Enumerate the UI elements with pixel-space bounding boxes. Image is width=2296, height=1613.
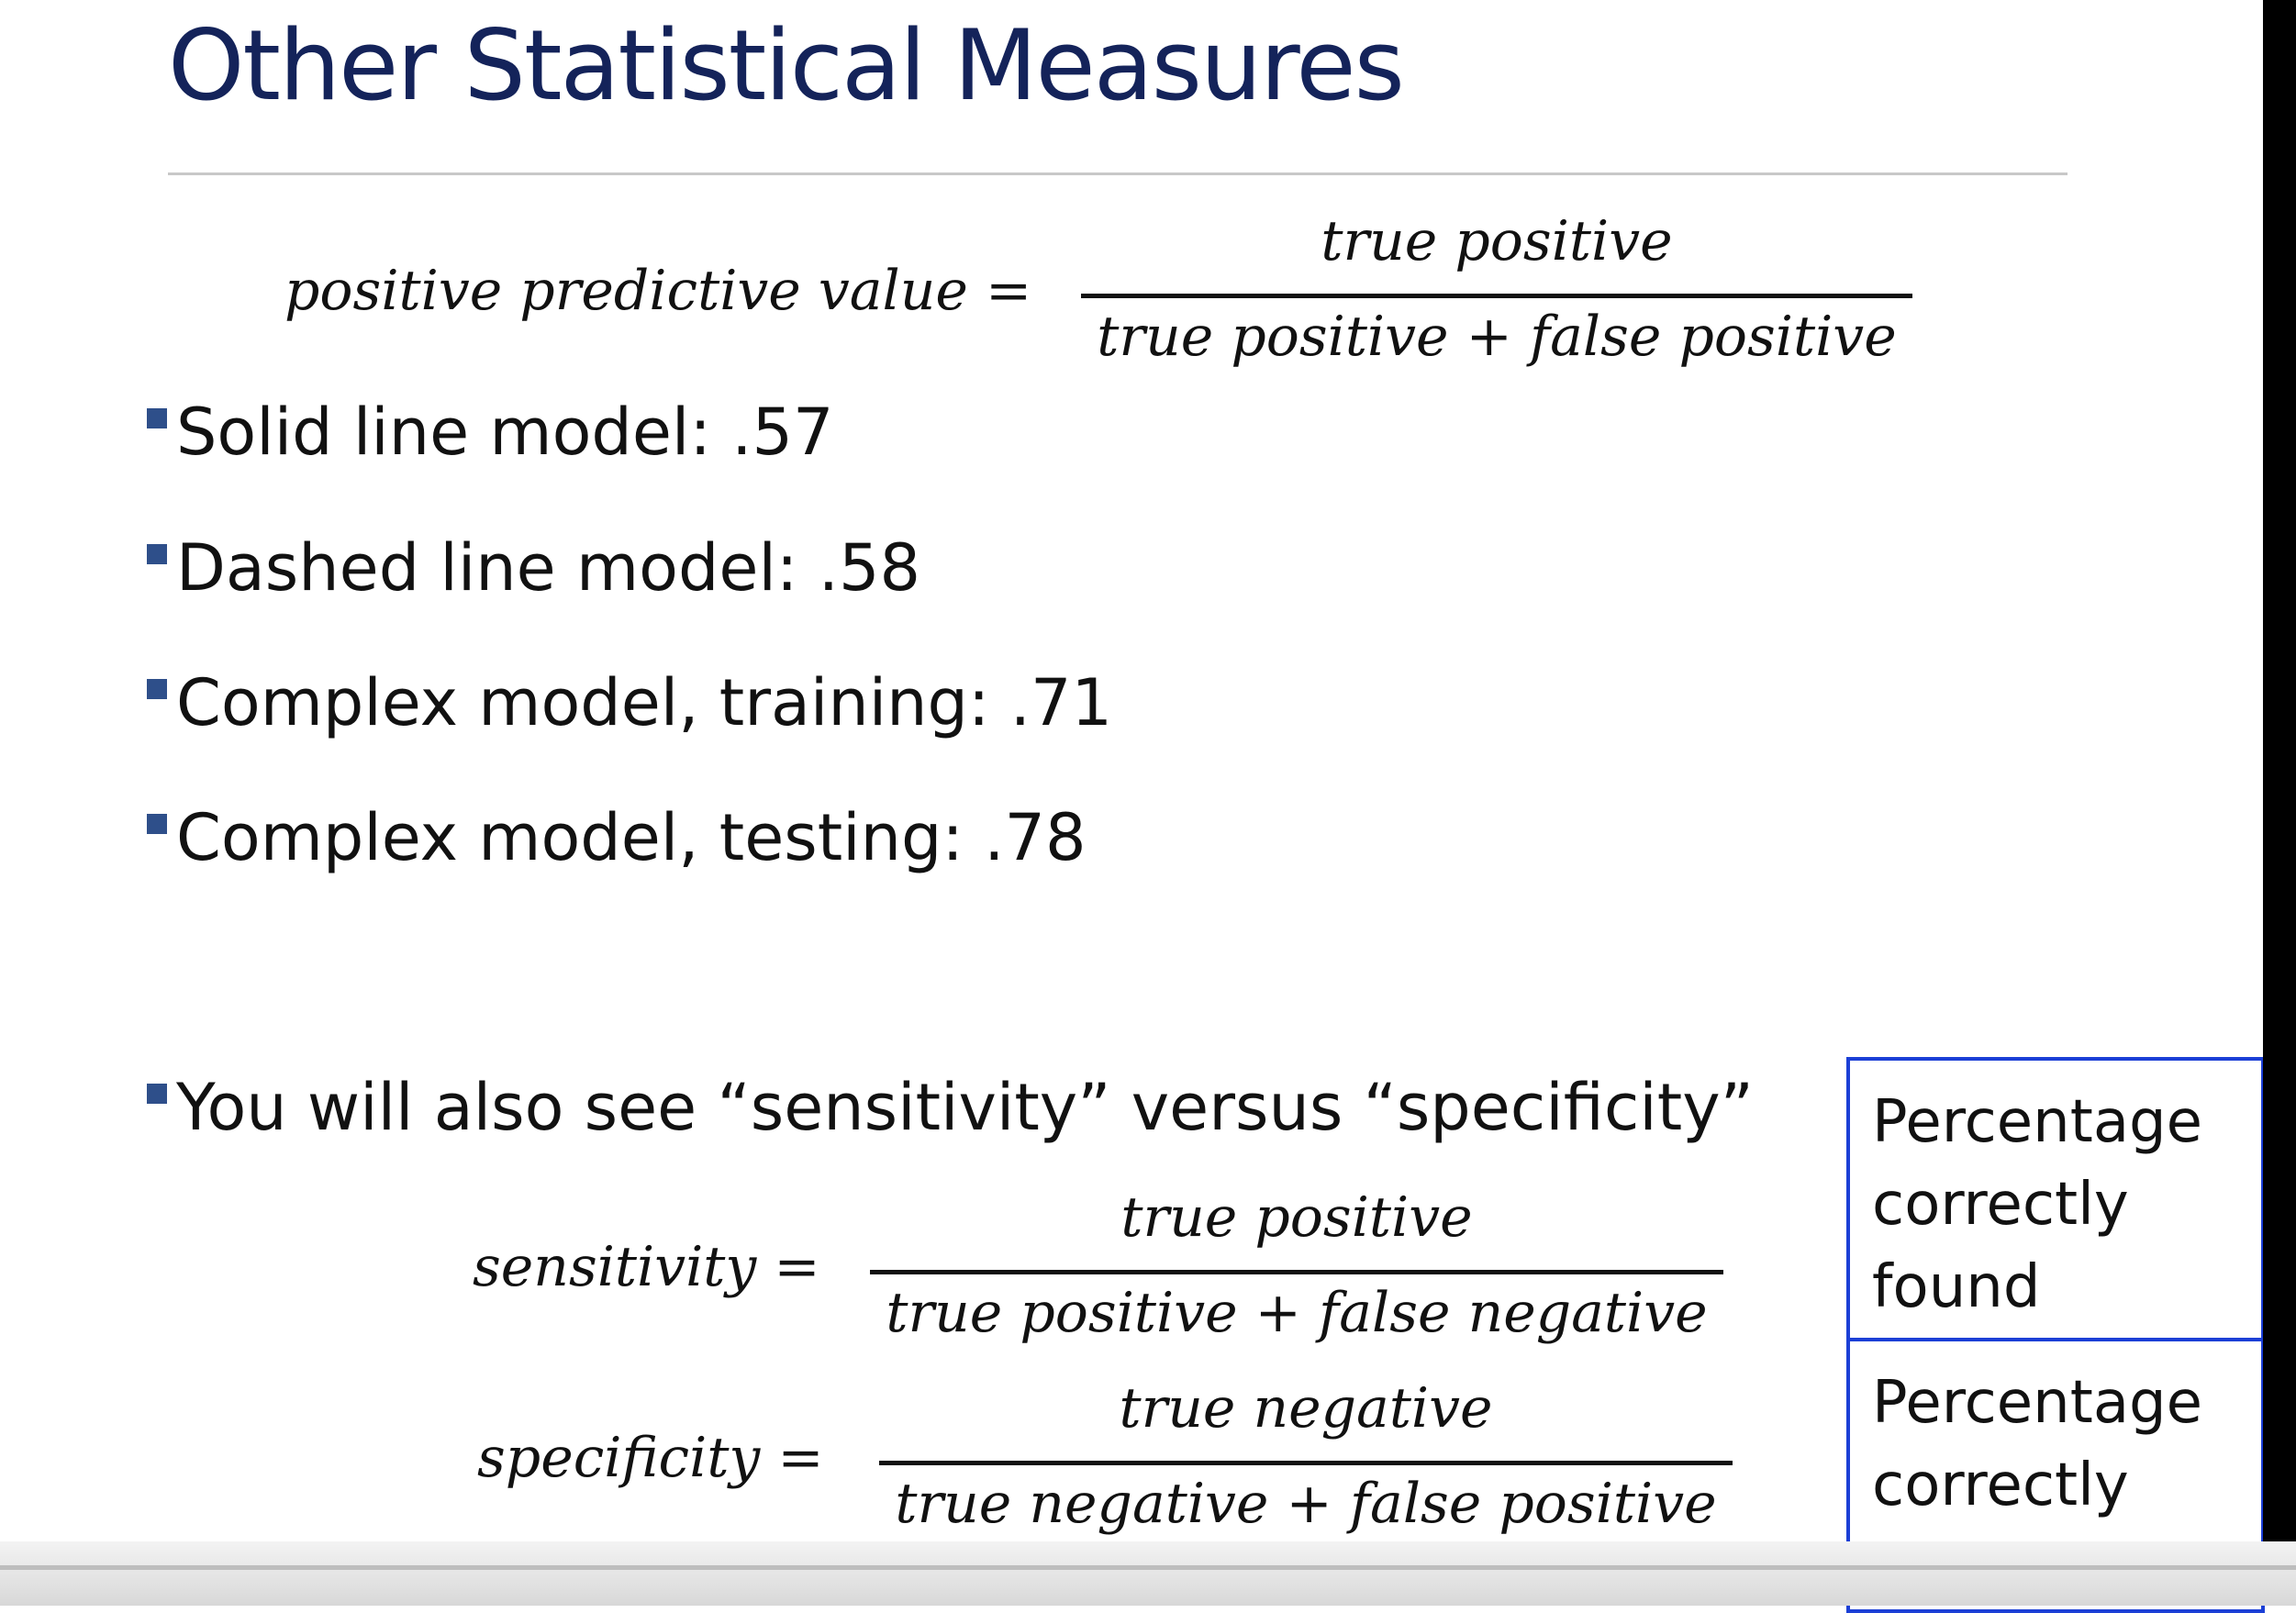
title-divider [168,172,2068,175]
sensitivity-numerator: true positive [1120,1185,1473,1250]
ppv-numerator: true positive [1321,209,1673,273]
bullet-square-icon [147,814,167,834]
callout-sensitivity-text: Percentage correctly found [1872,1088,2203,1321]
sensitivity-lhs: sensitivity = [473,1235,820,1299]
bullet-dashed-line: Dashed line model: .58 [147,530,920,606]
bullet-square-icon [147,679,167,699]
bullet-square-icon [147,1084,167,1104]
video-bottom-bar [0,1541,2296,1606]
bullet-complex-training: Complex model, training: .71 [147,665,1112,740]
sensitivity-fraction-bar [870,1270,1723,1274]
specificity-fraction-bar [879,1461,1733,1465]
window-edge [2263,0,2296,1606]
bullet-solid-line: Solid line model: .57 [147,395,834,470]
slide-title: Other Statistical Measures [168,9,1405,122]
specificity-lhs: specificity = [477,1426,824,1490]
ppv-lhs: positive predictive value = [284,259,1032,323]
specificity-denominator: true negative + false positive [895,1472,1717,1536]
video-progress-track[interactable] [0,1565,2296,1570]
ppv-denominator: true positive + false positive [1097,305,1897,369]
bullet-square-icon [147,408,167,428]
ppv-fraction-bar [1081,294,1912,298]
specificity-numerator: true negative [1119,1376,1493,1441]
callout-sensitivity: Percentage correctly found [1846,1057,2265,1341]
bullet-complex-testing: Complex model, testing: .78 [147,800,1087,875]
sensitivity-denominator: true positive + false negative [886,1281,1708,1345]
bullet-sensitivity-specificity: You will also see “sensitivity” versus “… [147,1070,1754,1145]
bullet-square-icon [147,544,167,564]
